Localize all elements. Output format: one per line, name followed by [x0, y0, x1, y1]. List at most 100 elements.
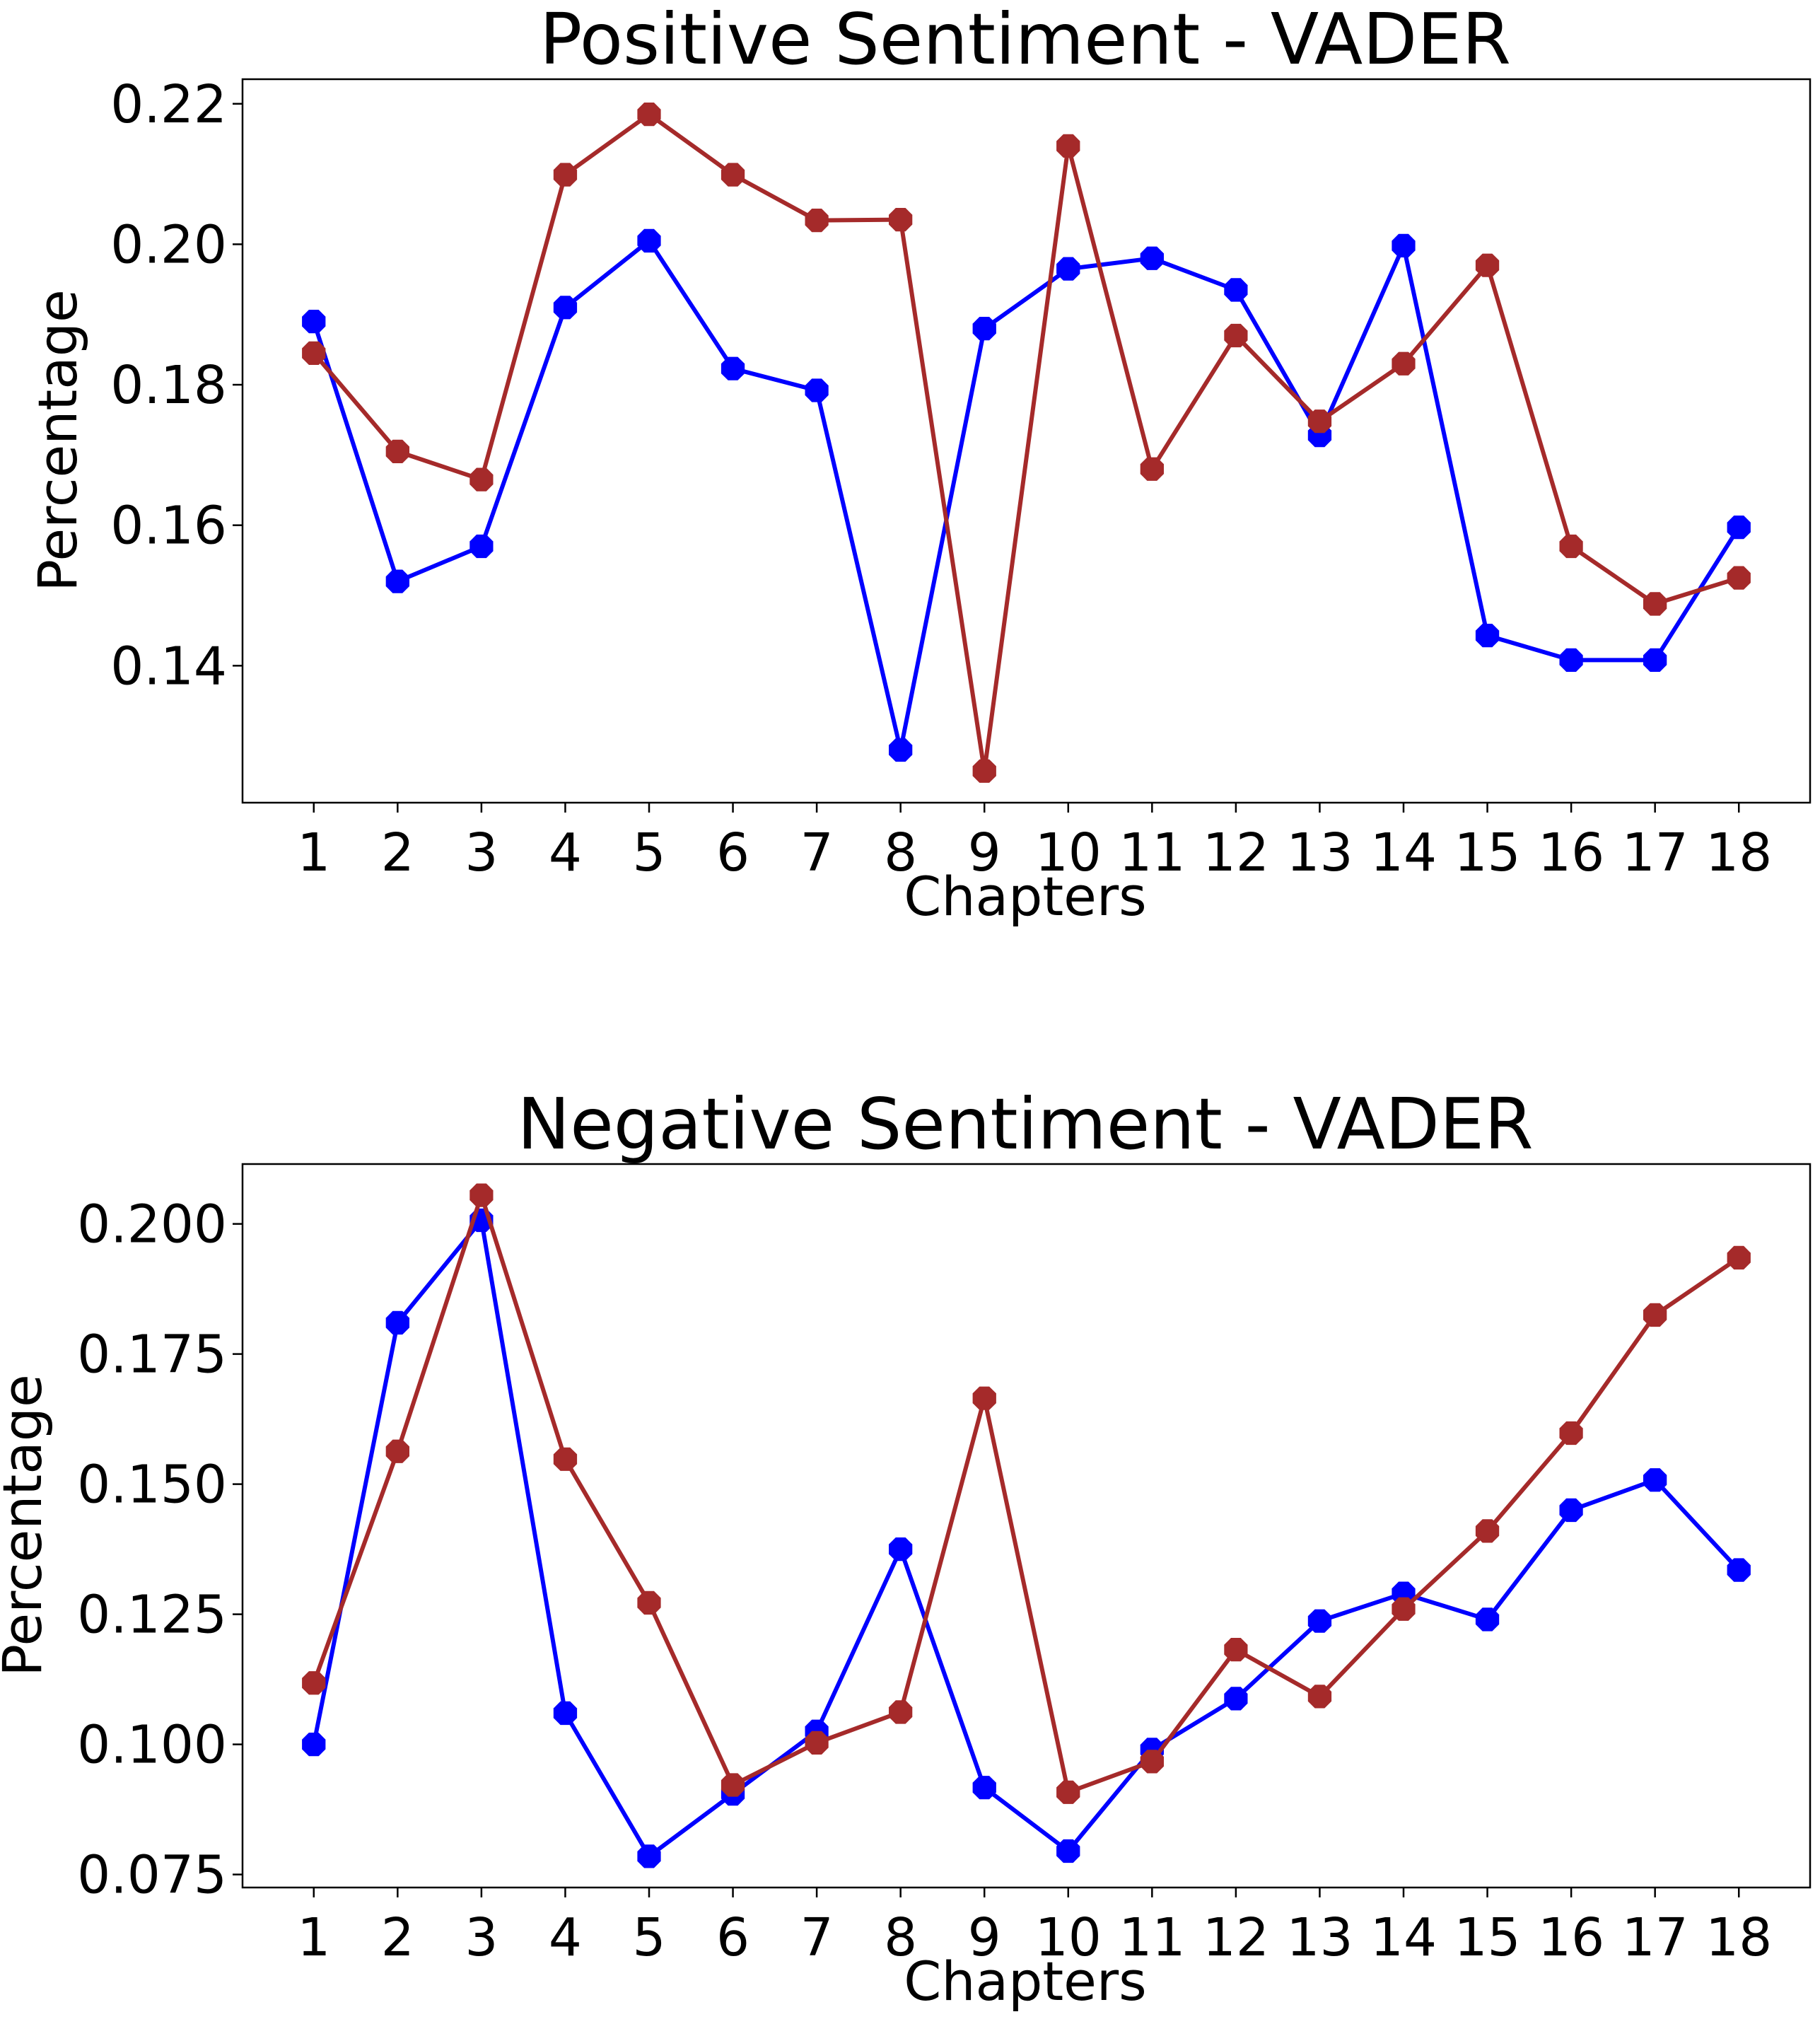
- x-tick-label: 18: [1705, 1907, 1772, 1968]
- series-1-line: [311, 1218, 1741, 1859]
- series-2-point: [302, 1671, 326, 1695]
- series-2-point: [1392, 351, 1416, 376]
- series-2-point: [972, 1386, 996, 1410]
- x-tick-label: 12: [1203, 822, 1269, 883]
- series-1-point: [553, 1701, 578, 1726]
- y-tick-label: 0.18: [110, 355, 227, 416]
- series-1-point: [721, 356, 745, 380]
- series-1-point: [1140, 246, 1164, 270]
- series-2-point: [385, 1439, 409, 1463]
- x-tick-label: 16: [1538, 1907, 1604, 1968]
- chart-title: Positive Sentiment - VADER: [539, 0, 1511, 81]
- series-1-point: [805, 378, 829, 402]
- plot-area: 1 2 3 4 5 6 7 8 9 10 11 12 13 14 15 16 17 180.0750.1000.1…: [77, 1183, 1772, 1968]
- x-tick-label: 2: [381, 1907, 414, 1968]
- series-1-point: [889, 1537, 913, 1561]
- x-tick-label: 10: [1035, 822, 1102, 883]
- x-tick-label: 5: [632, 822, 665, 883]
- series-2-point: [1392, 1597, 1416, 1621]
- x-tick-label: 4: [549, 822, 582, 883]
- series-1-point: [1056, 257, 1080, 281]
- plot-area-frame: [241, 1163, 1812, 1889]
- series-2-point: [637, 103, 661, 127]
- series-2-point: [1475, 253, 1500, 277]
- series-2-point: [721, 163, 745, 187]
- series-1-point: [1224, 1687, 1248, 1711]
- x-tick-label: 13: [1286, 822, 1353, 883]
- x-axis-label: Chapters: [904, 865, 1146, 928]
- series-2-point: [805, 1731, 829, 1755]
- series-1-point: [1643, 648, 1667, 672]
- series-2-line: [312, 112, 1740, 774]
- series-1-point: [385, 569, 409, 593]
- x-axis-label: Chapters: [904, 1950, 1146, 2013]
- x-tick-label: 7: [800, 1907, 834, 1968]
- x-tick-label: 9: [968, 1907, 1001, 1968]
- x-tick-label: 6: [716, 1907, 749, 1968]
- series-2-point: [1140, 1750, 1164, 1774]
- series-2-point: [1307, 1685, 1332, 1709]
- x-tick-label: 16: [1538, 822, 1604, 883]
- x-tick-label: 12: [1203, 1907, 1269, 1968]
- series-2-point: [1559, 1421, 1583, 1446]
- y-tick-label: 0.125: [77, 1585, 227, 1646]
- x-tick-label: 10: [1035, 1907, 1102, 1968]
- series-2-point: [1643, 592, 1667, 616]
- x-tick-label: 15: [1454, 1907, 1520, 1968]
- series-2-point: [721, 1773, 745, 1797]
- series-1-point: [637, 228, 661, 253]
- x-tick-label: 14: [1370, 822, 1437, 883]
- y-axis-label: Percentage: [0, 1374, 54, 1677]
- series-1-point: [1056, 1839, 1080, 1863]
- series-2-point: [637, 1590, 661, 1615]
- x-tick-label: 18: [1705, 822, 1772, 883]
- series-1-point: [889, 738, 913, 762]
- y-tick-label: 0.100: [77, 1715, 227, 1776]
- series-2-point: [302, 341, 326, 365]
- series-2-point: [1307, 409, 1332, 434]
- series-1-point: [972, 317, 996, 341]
- series-1-point: [1559, 648, 1583, 672]
- y-tick-label: 0.16: [110, 496, 227, 557]
- series-1-point: [1307, 1609, 1332, 1633]
- series-1-point: [1224, 278, 1248, 302]
- x-tick-label: 13: [1286, 1907, 1353, 1968]
- x-tick-label: 8: [884, 1907, 917, 1968]
- series-2-point: [469, 467, 494, 492]
- series-2-point: [1140, 457, 1164, 481]
- series-1-point: [302, 310, 326, 334]
- x-tick-label: 15: [1454, 822, 1520, 883]
- series-1-point: [1392, 233, 1416, 257]
- x-tick-label: 17: [1622, 1907, 1688, 1968]
- series-2-point: [1727, 1245, 1751, 1270]
- series-1-line: [311, 238, 1741, 752]
- series-2-point: [1643, 1303, 1667, 1327]
- x-tick-label: 8: [884, 822, 917, 883]
- series-2-point: [972, 759, 996, 783]
- series-2-point: [805, 209, 829, 233]
- y-axis-label: Percentage: [26, 289, 89, 592]
- series-1-point: [1727, 1558, 1751, 1582]
- x-tick-label: 17: [1622, 822, 1688, 883]
- y-tick-label: 0.075: [77, 1845, 227, 1906]
- series-2-point: [1559, 534, 1583, 559]
- plot-area-frame: [241, 78, 1812, 804]
- series-1-point: [1643, 1468, 1667, 1492]
- series-2-point: [1727, 566, 1751, 590]
- series-2-point: [1475, 1519, 1500, 1543]
- chart-positive-sentiment: Positive Sentiment - VADER 1 2 3 4 5 6 7 8 9 10 11…: [26, 0, 1812, 928]
- chart-title: Negative Sentiment - VADER: [517, 1083, 1533, 1165]
- series-1-point: [1475, 624, 1500, 648]
- series-2-point: [553, 163, 578, 187]
- x-tick-label: 11: [1119, 822, 1185, 883]
- series-1-point: [469, 534, 494, 559]
- series-1-point: [972, 1776, 996, 1800]
- y-tick-label: 0.175: [77, 1325, 227, 1385]
- plot-area: 1 2 3 4 5 6 7 8 9 10 11 12 13 14 15 16 17 180.140.160.180…: [110, 74, 1772, 883]
- chart-negative-sentiment: Negative Sentiment - VADER 1 2 3 4 5 6 7 8 9 10 11…: [0, 1083, 1812, 2013]
- series-2-point: [1224, 323, 1248, 348]
- series-2-point: [1056, 134, 1080, 158]
- x-tick-label: 1: [297, 822, 330, 883]
- x-tick-label: 3: [465, 1907, 498, 1968]
